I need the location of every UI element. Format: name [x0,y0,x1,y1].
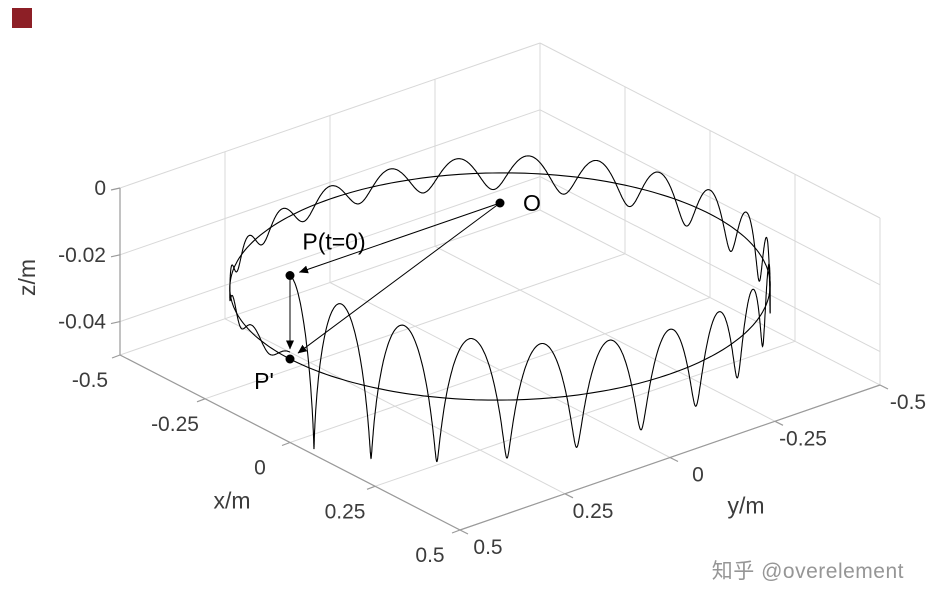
y-tick-label: 0.25 [573,500,614,523]
annotation-arrows [286,202,501,354]
x-tick-label: 0.25 [325,500,366,523]
x-axis-label: x/m [213,488,250,514]
point-O [495,198,505,208]
tick-marks [110,187,889,535]
x-tick-label: 0.5 [415,544,444,567]
reference-circle [229,172,771,401]
z-tick-label: -0.04 [58,311,106,334]
arrow-O-to-P0 [298,202,501,274]
axis-titles: x/m y/m z/m [14,259,765,519]
point-P0 [285,271,295,280]
trajectory-curve [229,155,771,463]
x-tick-label: 0 [254,457,266,480]
reference-circle-path [229,172,771,401]
axis-lines [119,188,881,531]
point-label-O: O [523,190,541,216]
point-label-Pprime: P' [254,368,274,394]
grid-lines [119,42,881,531]
x-tick-label: -0.25 [151,413,199,436]
y-tick-label: 0.5 [473,536,502,559]
point-Pprime [285,354,295,364]
tick-labels: -0.5 -0.25 0 0.25 0.5 0.5 0.25 0 -0.25 -0.5 0 -0.02… [58,177,926,567]
y-tick-label: -0.25 [779,427,827,450]
corner-logo-fragment [12,8,32,28]
y-tick-label: -0.5 [890,391,926,414]
z-tick-label: 0 [94,177,106,200]
arrow-O-to-Pprime [297,202,501,354]
watermark-text: 知乎 @overelement [711,560,904,583]
point-label-P0: P(t=0) [302,229,365,255]
trajectory-path [229,155,771,463]
data-points: O P(t=0) P' [254,190,541,394]
z-axis-label: z/m [14,259,40,296]
z-tick-label: -0.02 [58,244,106,267]
x-tick-label: -0.5 [72,369,108,392]
y-axis-label: y/m [727,493,764,519]
y-tick-label: 0 [692,464,704,487]
